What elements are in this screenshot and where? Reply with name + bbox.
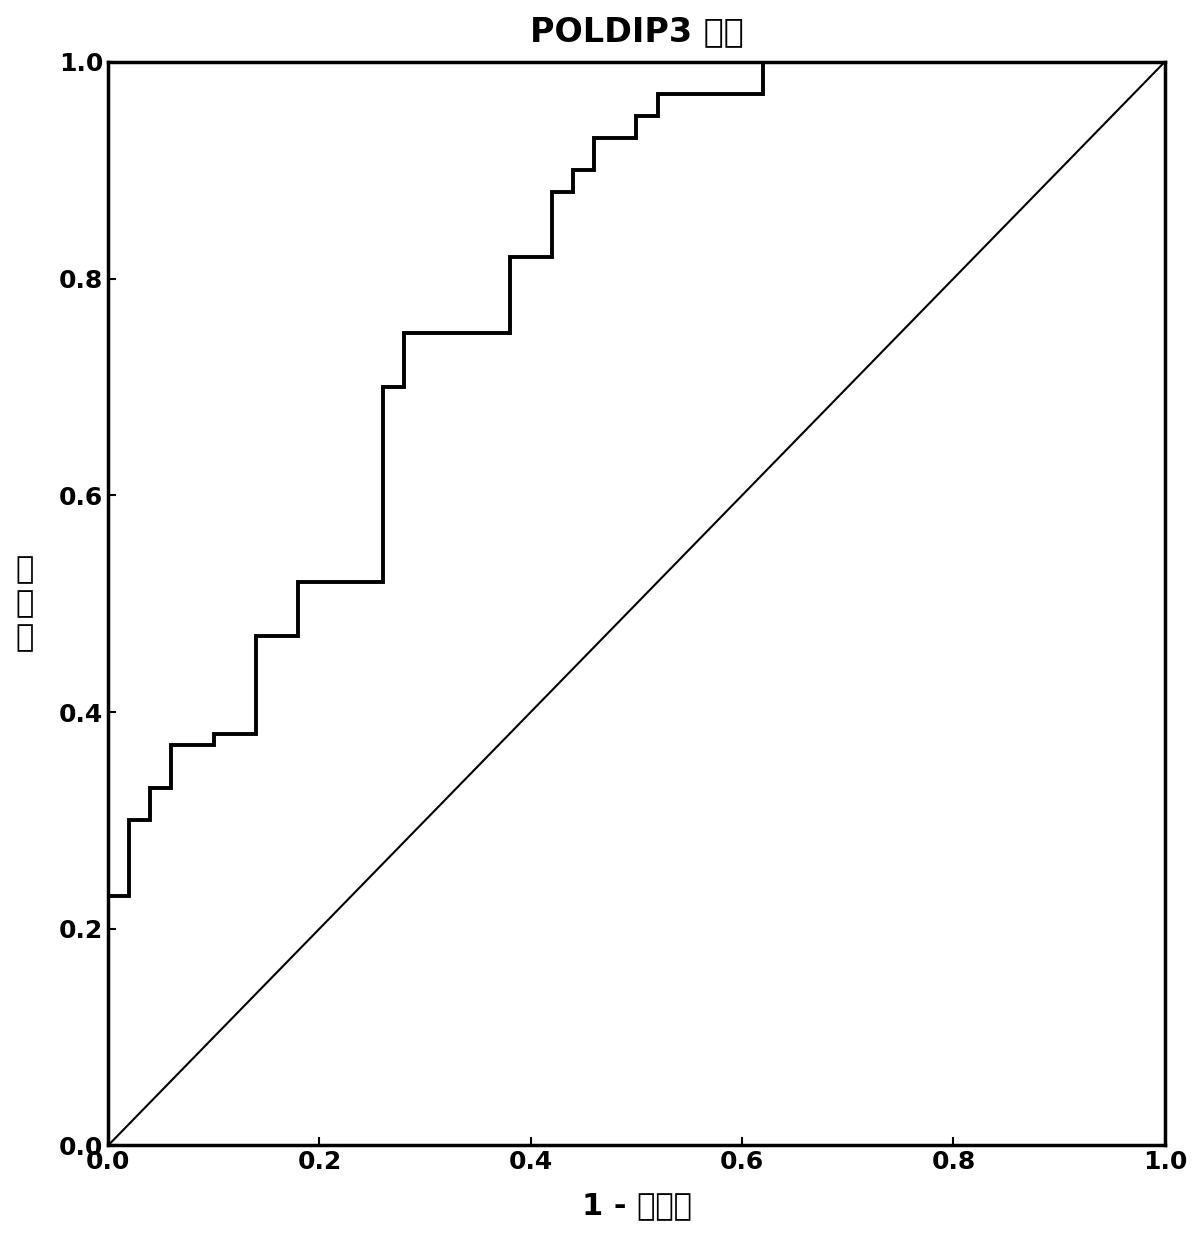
Title: POLDIP3 曲线: POLDIP3 曲线 xyxy=(530,15,743,48)
Y-axis label: 敏
感
度: 敏 感 度 xyxy=(14,556,34,652)
X-axis label: 1 - 特异性: 1 - 特异性 xyxy=(582,1191,691,1220)
